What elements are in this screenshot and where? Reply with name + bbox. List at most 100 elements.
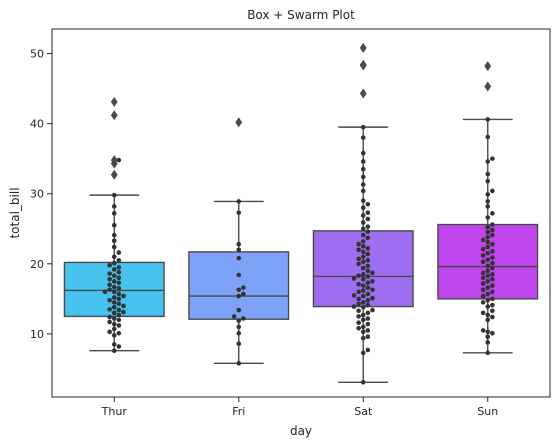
swarm-point — [485, 192, 490, 197]
swarm-point — [366, 311, 371, 316]
swarm-point — [356, 257, 361, 262]
swarm-point — [356, 308, 361, 313]
x-axis-label: day — [290, 424, 312, 438]
swarm-point — [112, 245, 117, 250]
swarm-point — [370, 308, 375, 313]
swarm-point — [361, 151, 366, 156]
outliers-layer — [111, 43, 491, 180]
swarm-point — [121, 310, 126, 315]
swarm-point — [366, 269, 371, 274]
swarm-point — [107, 298, 112, 303]
swarm-point — [117, 313, 122, 318]
swarm-point — [366, 274, 371, 279]
swarm-point — [361, 159, 366, 164]
swarm-point — [485, 230, 490, 235]
swarm-point — [481, 281, 486, 286]
swarm-point — [356, 242, 361, 247]
swarm-point — [107, 330, 112, 335]
swarm-point — [366, 252, 371, 257]
x-tick-label: Sun — [477, 405, 498, 418]
swarm-point — [361, 283, 366, 288]
swarm-point — [361, 125, 366, 130]
swarm-point — [356, 290, 361, 295]
swarm-point — [112, 285, 117, 290]
swarm-point — [481, 276, 486, 281]
swarm-point — [490, 261, 495, 266]
swarm-point — [356, 297, 361, 302]
swarm-point — [361, 277, 366, 282]
swarm-point — [361, 182, 366, 187]
swarm-point — [481, 238, 486, 243]
swarm-point — [485, 240, 490, 245]
swarm-point — [107, 287, 112, 292]
swarm-point — [112, 327, 117, 332]
swarm-point — [485, 251, 490, 256]
swarm-point — [485, 273, 490, 278]
swarm-point — [112, 342, 117, 347]
swarm-point — [490, 156, 495, 161]
swarm-point — [490, 272, 495, 277]
swarm-point — [485, 264, 490, 269]
swarm-point — [366, 348, 371, 353]
swarm-point — [485, 257, 490, 262]
swarm-point — [361, 167, 366, 172]
swarm-point — [352, 276, 357, 281]
swarm-point — [485, 135, 490, 140]
x-tick-label: Sat — [354, 405, 373, 418]
swarm-point — [361, 189, 366, 194]
swarm-point — [356, 326, 361, 331]
swarm-point — [361, 266, 366, 271]
swarm-point — [117, 265, 122, 270]
swarm-point — [366, 264, 371, 269]
swarm-point — [121, 304, 126, 309]
swarm-point — [361, 198, 366, 203]
swarm-point — [366, 303, 371, 308]
swarm-point — [485, 334, 490, 339]
swarm-point — [241, 292, 246, 297]
swarm-point — [236, 341, 241, 346]
swarm-point — [485, 179, 490, 184]
swarm-point — [356, 262, 361, 267]
swarm-point — [112, 322, 117, 327]
swarm-point — [361, 233, 366, 238]
y-tick-label: 50 — [30, 48, 44, 61]
swarm-point — [485, 269, 490, 274]
swarm-point — [361, 175, 366, 180]
swarm-point — [490, 277, 495, 282]
swarm-point — [117, 276, 122, 281]
swarm-point — [490, 189, 495, 194]
swarm-point — [366, 285, 371, 290]
swarm-point — [117, 323, 122, 328]
swarm-point — [485, 199, 490, 204]
swarm-point — [361, 318, 366, 323]
plot-frame — [52, 29, 550, 397]
swarm-point — [112, 305, 117, 310]
swarm-point — [236, 287, 241, 292]
swarm-point — [236, 318, 241, 323]
swarm-point — [356, 314, 361, 319]
swarm-point — [236, 210, 241, 215]
swarm-point — [490, 266, 495, 271]
swarm-point — [485, 298, 490, 303]
swarm-point — [490, 283, 495, 288]
swarm-point — [485, 172, 490, 177]
outlier-marker — [360, 60, 367, 70]
swarm-point — [117, 344, 122, 349]
swarm-point — [366, 202, 371, 207]
swarm-point — [361, 250, 366, 255]
swarm-point — [117, 331, 122, 336]
swarm-point — [103, 290, 108, 295]
swarm-point — [117, 292, 122, 297]
swarm-point — [490, 222, 495, 227]
outlier-marker — [360, 43, 367, 53]
swarm-point — [366, 280, 371, 285]
swarm-point — [361, 205, 366, 210]
swarm-point — [481, 271, 486, 276]
swarm-point — [366, 229, 371, 234]
swarm-point — [356, 320, 361, 325]
swarm-point — [117, 318, 122, 323]
swarm-points-layer — [103, 117, 495, 384]
swarm-point — [361, 244, 366, 249]
